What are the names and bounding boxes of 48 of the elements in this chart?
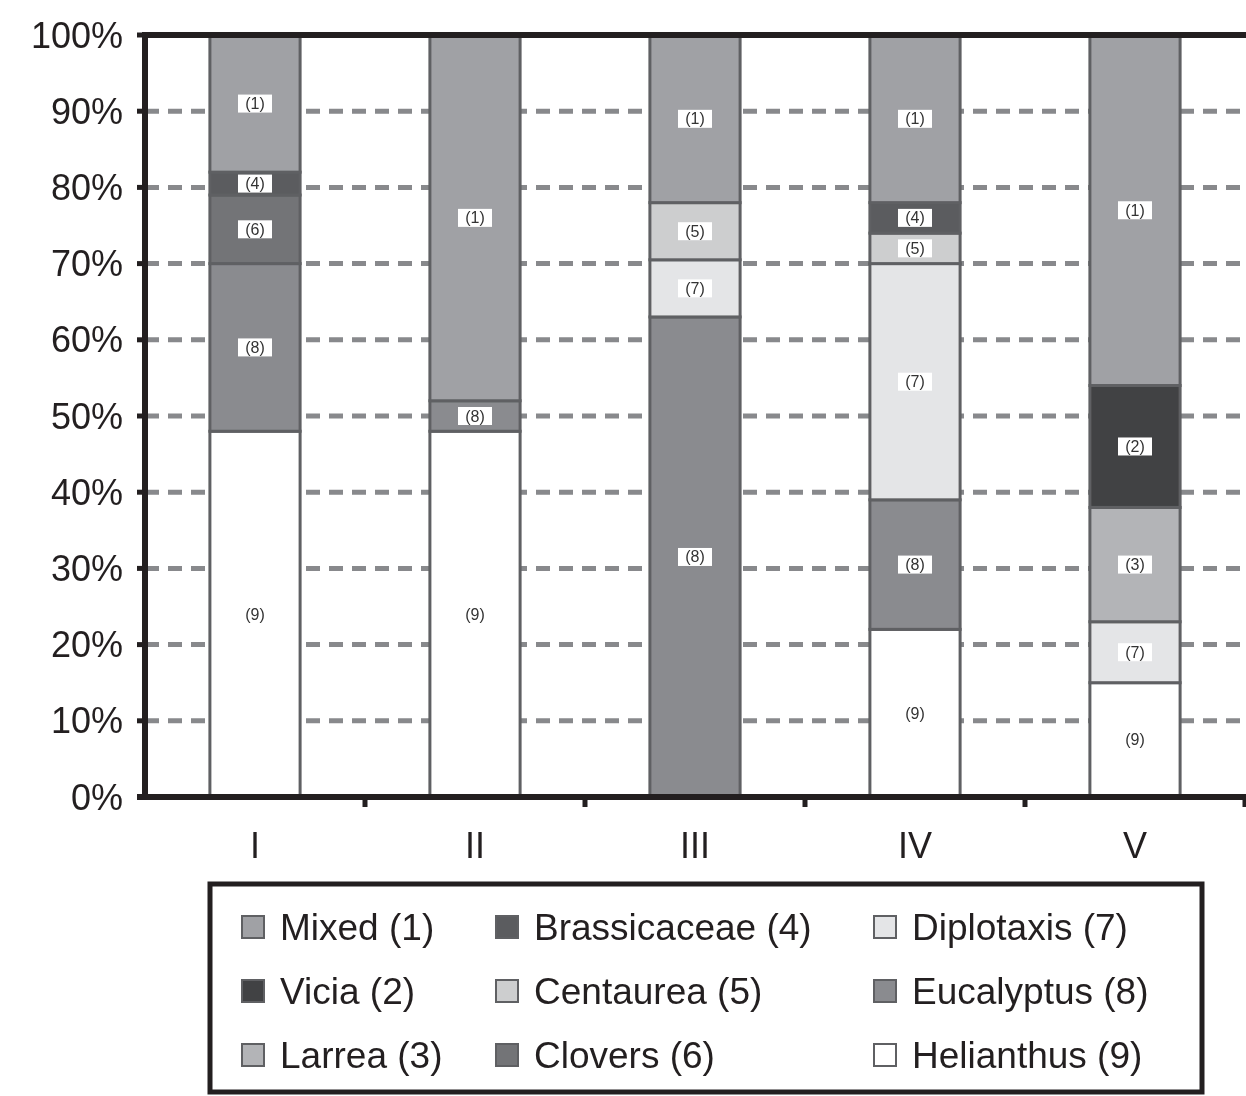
y-tick-label: 20% bbox=[50, 624, 123, 666]
legend-label: Brassicaceae (4) bbox=[534, 906, 812, 948]
x-tick-label: I bbox=[249, 825, 261, 866]
annotation: (9) bbox=[905, 704, 925, 722]
y-tick-label: 0% bbox=[70, 776, 123, 818]
legend-label: Mixed (1) bbox=[280, 906, 435, 948]
legend-label: Vicia (2) bbox=[280, 970, 416, 1012]
x-tick-label: IV bbox=[897, 825, 933, 866]
annotation: (5) bbox=[685, 222, 705, 240]
annotation: (4) bbox=[905, 209, 925, 227]
annotation: (9) bbox=[1125, 731, 1145, 749]
annotation: (7) bbox=[685, 279, 705, 297]
y-tick-label: 50% bbox=[50, 395, 123, 437]
y-tick-label: 80% bbox=[50, 166, 123, 208]
annotation: (8) bbox=[685, 548, 705, 566]
y-tick-label: 70% bbox=[50, 243, 123, 285]
legend-label: Helianthus (9) bbox=[912, 1034, 1143, 1076]
legend-label: Clovers (6) bbox=[534, 1034, 715, 1076]
legend-label: Centaurea (5) bbox=[534, 970, 763, 1012]
legend-label: Eucalyptus (8) bbox=[912, 970, 1149, 1012]
y-tick-label: 60% bbox=[50, 319, 123, 361]
annotation: (8) bbox=[905, 556, 925, 574]
x-tick-label: V bbox=[1122, 825, 1148, 866]
annotation: (1) bbox=[1125, 201, 1145, 219]
annotation: (1) bbox=[685, 110, 705, 128]
annotation: (4) bbox=[245, 175, 265, 193]
y-tick-label: 30% bbox=[50, 547, 123, 589]
x-tick-label: II bbox=[464, 825, 486, 866]
legend-label: Diplotaxis (7) bbox=[912, 906, 1128, 948]
annotation: (1) bbox=[245, 95, 265, 113]
x-tick-label: III bbox=[679, 825, 711, 866]
y-tick-label: 10% bbox=[50, 700, 123, 742]
legend-label: Larrea (3) bbox=[280, 1034, 443, 1076]
annotation: (1) bbox=[465, 209, 485, 227]
annotation: (7) bbox=[905, 373, 925, 391]
annotation: (5) bbox=[905, 239, 925, 257]
annotation: (3) bbox=[1125, 556, 1145, 574]
annotation: (9) bbox=[465, 605, 485, 623]
annotation: (1) bbox=[905, 110, 925, 128]
annotation: (8) bbox=[245, 338, 265, 356]
annotation: (6) bbox=[245, 220, 265, 238]
annotation: (7) bbox=[1125, 643, 1145, 661]
y-tick-label: 100% bbox=[30, 14, 123, 56]
annotation: (8) bbox=[465, 407, 485, 425]
annotation: (2) bbox=[1125, 437, 1145, 455]
y-tick-label: 40% bbox=[50, 471, 123, 513]
y-tick-label: 90% bbox=[50, 90, 123, 132]
annotation: (9) bbox=[245, 605, 265, 623]
